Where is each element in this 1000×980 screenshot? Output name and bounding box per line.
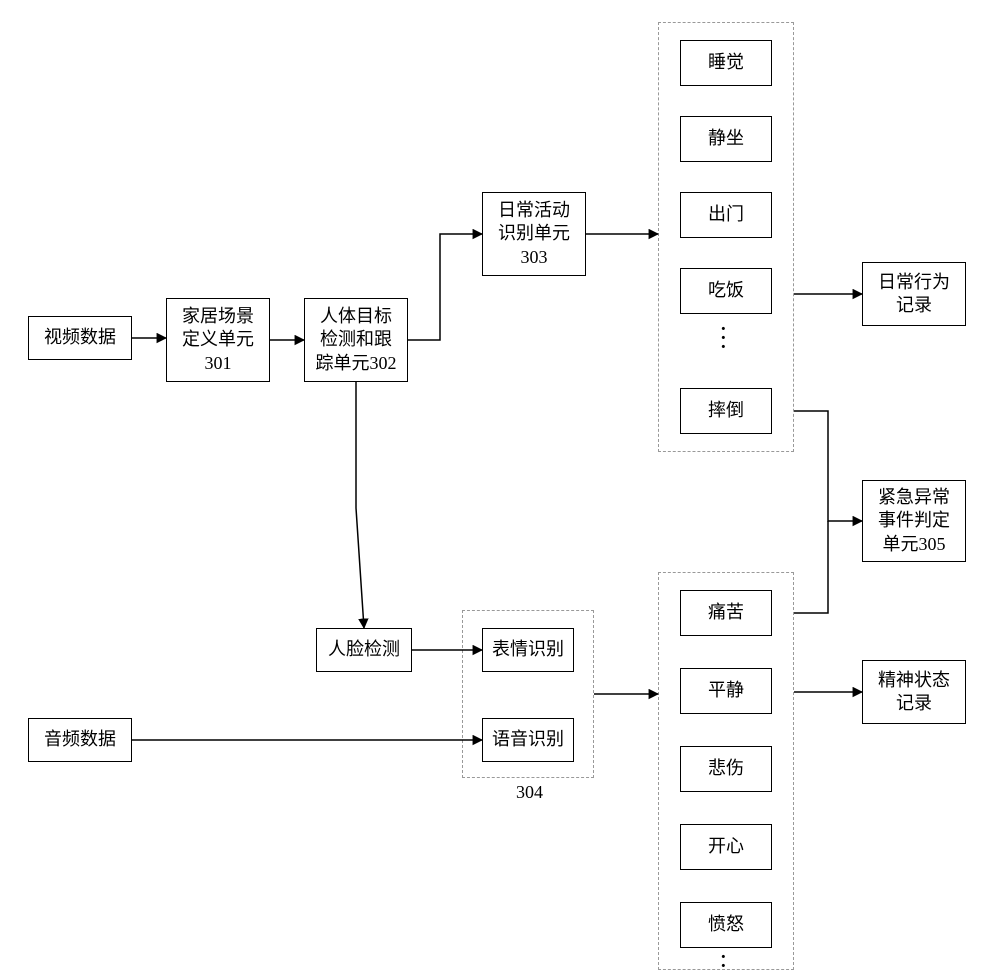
node-out: 出门 — [680, 192, 772, 238]
node-fall: 摔倒 — [680, 388, 772, 434]
node-audio-data: 音频数据 — [28, 718, 132, 762]
flowchart-canvas: 304 视频数据 家居场景定义单元301 人体目标检测和跟踪单元302 日常活动… — [0, 0, 1000, 971]
node-eat: 吃饭 — [680, 268, 772, 314]
node-daily-unit-303: 日常活动识别单元303 — [482, 192, 586, 276]
node-expression: 表情识别 — [482, 628, 574, 672]
group-304-caption: 304 — [516, 782, 543, 803]
edges-layer — [0, 0, 1000, 971]
node-face-detect: 人脸检测 — [316, 628, 412, 672]
node-pain: 痛苦 — [680, 590, 772, 636]
node-sit: 静坐 — [680, 116, 772, 162]
node-track-unit-302: 人体目标检测和跟踪单元302 — [304, 298, 408, 382]
node-daily-record: 日常行为记录 — [862, 262, 966, 326]
ellipsis-activities: ··· — [719, 324, 728, 351]
node-voice: 语音识别 — [482, 718, 574, 762]
node-mental-record: 精神状态记录 — [862, 660, 966, 724]
node-alert-unit-305: 紧急异常事件判定单元305 — [862, 480, 966, 562]
node-sad: 悲伤 — [680, 746, 772, 792]
node-happy: 开心 — [680, 824, 772, 870]
node-scene-unit-301: 家居场景定义单元301 — [166, 298, 270, 382]
node-sleep: 睡觉 — [680, 40, 772, 86]
ellipsis-emotions: ·· — [719, 952, 728, 970]
node-video-data: 视频数据 — [28, 316, 132, 360]
node-calm: 平静 — [680, 668, 772, 714]
